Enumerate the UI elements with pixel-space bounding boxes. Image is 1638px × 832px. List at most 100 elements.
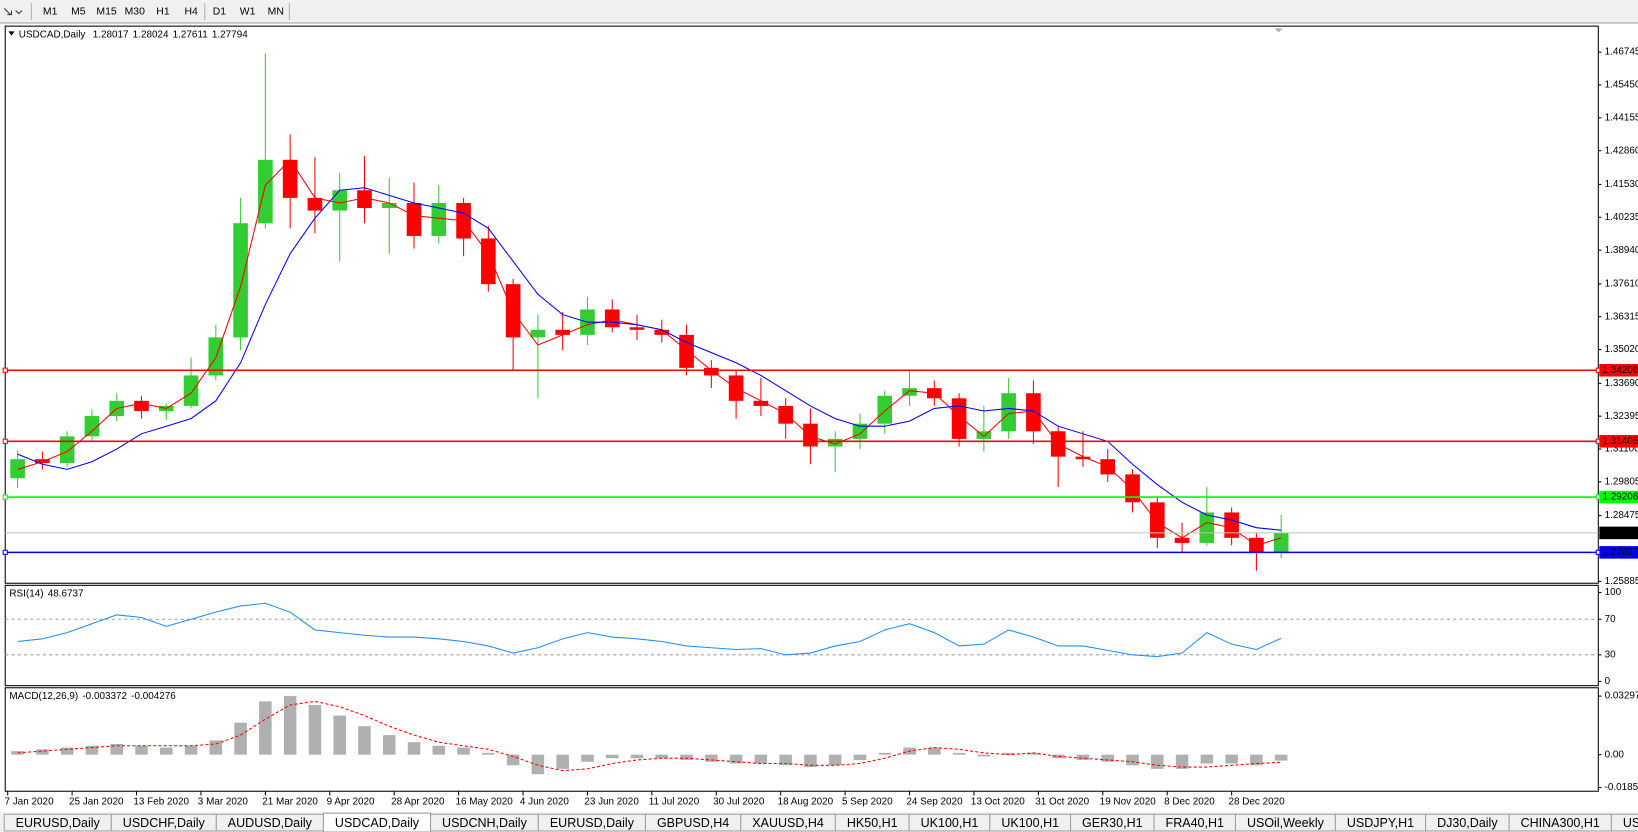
price-label: 1.31405 (1602, 436, 1638, 447)
y-tick-label: 0.00 (1605, 749, 1625, 760)
tab-label[interactable]: EURUSD,Daily (550, 816, 635, 830)
candle-body (282, 159, 298, 198)
line-handle (2, 549, 8, 555)
macd-bar (630, 754, 644, 759)
candle-body (134, 400, 149, 411)
cursor-icon[interactable] (3, 7, 13, 16)
rsi-title: RSI(14) (9, 588, 43, 599)
x-tick-label: 8 Dec 2020 (1164, 796, 1215, 807)
price-label-box (1599, 546, 1638, 559)
candle-body (753, 400, 769, 406)
macd-bar (36, 749, 49, 755)
tab-label[interactable]: USDJPY,H1 (1347, 816, 1414, 830)
timeframe-button[interactable]: M5 (71, 6, 86, 17)
chart-header: USDCAD,Daily 1.28017 1.28024 1.27611 1.27794 (19, 29, 248, 40)
tab-label[interactable]: USDCNH,Daily (442, 816, 528, 830)
candle-body (431, 202, 447, 236)
y-tick-label: 1.36315 (1605, 311, 1638, 322)
y-tick-label: 30 (1605, 649, 1617, 660)
candle-body (258, 159, 273, 224)
y-tick-label: 1.31100 (1605, 444, 1638, 455)
tab-label[interactable]: EURUSD,Daily (16, 816, 101, 830)
x-tick-label: 28 Apr 2020 (391, 796, 445, 807)
tab-label[interactable]: UK100,H1 (921, 816, 979, 830)
candle-body (332, 190, 348, 211)
macd-value: -0.003372 (82, 691, 127, 702)
candle-body (704, 367, 719, 376)
candle-body (1001, 393, 1016, 432)
tab-label[interactable]: DJ30,Daily (1437, 816, 1498, 830)
y-tick-label: 1.25885 (1605, 576, 1638, 587)
x-tick-label: 4 Jun 2020 (520, 796, 570, 807)
dropdown-icon[interactable] (15, 10, 23, 15)
tab-label[interactable]: GBPUSD,H4 (657, 816, 729, 830)
macd-bar (1002, 752, 1015, 755)
x-tick-label: 25 Jan 2020 (69, 796, 124, 807)
open-value: 1.28017 (93, 29, 129, 40)
timeframe-button[interactable]: MN (268, 6, 284, 17)
close-value: 1.27794 (212, 29, 248, 40)
shift-marker (1274, 28, 1283, 33)
macd-bar (878, 752, 892, 755)
timeframe-button[interactable]: M15 (96, 6, 116, 17)
candle-body (10, 459, 25, 479)
tab-label[interactable]: GER30,H1 (1082, 816, 1143, 830)
y-tick-label: 1.40235 (1605, 212, 1638, 223)
x-tick-label: 23 Jun 2020 (584, 796, 639, 807)
macd-header: MACD(12,26,9) -0.003372 -0.004276 (9, 691, 176, 702)
signal-line (17, 700, 1282, 772)
candle-body (307, 197, 323, 211)
candle-body (803, 423, 818, 447)
macd-bar (85, 745, 99, 755)
tab-label[interactable]: AUDUSD,Daily (228, 816, 313, 830)
timeframe-button[interactable]: H4 (184, 6, 198, 17)
tab-label[interactable]: CHINA300,H1 (1521, 816, 1600, 830)
toolbar (0, 0, 1638, 23)
timeframe-button[interactable]: M30 (125, 6, 145, 17)
candle-body (357, 190, 372, 209)
x-tick-label: 28 Dec 2020 (1228, 796, 1285, 807)
price-panel (4, 25, 1599, 584)
candle-body (654, 329, 670, 335)
candle-body (1026, 393, 1041, 432)
tab-label[interactable]: FRA40,H1 (1166, 816, 1224, 830)
tab-label[interactable]: USDCAD,Daily (335, 816, 420, 830)
rsi-header: RSI(14) 48.6737 (9, 588, 84, 599)
macd-bar (135, 745, 148, 755)
tab[interactable] (1610, 813, 1638, 832)
rsi-panel (4, 584, 1599, 687)
macd-bar (432, 745, 446, 755)
timeframe-button[interactable]: W1 (240, 6, 256, 17)
macd-bar (482, 752, 495, 755)
timeframe-button[interactable]: D1 (213, 6, 227, 17)
candle-body (381, 202, 397, 209)
macd-bar (358, 726, 371, 755)
price-label-box (1599, 363, 1638, 377)
macd-bar (952, 752, 966, 755)
candle-body (1224, 512, 1239, 538)
price-label-box (1599, 490, 1638, 504)
candle-body (976, 431, 992, 439)
macd-bar (159, 747, 173, 755)
tab-label[interactable]: USDCHF,Daily (123, 816, 206, 830)
macd-bar (234, 722, 247, 755)
macd-bar (1151, 754, 1164, 769)
macd-bar (729, 754, 743, 764)
macd-bar (754, 754, 768, 764)
tab-label[interactable]: XAUUSD,H4 (752, 816, 824, 830)
tab-label[interactable]: USOil,... (1623, 816, 1638, 830)
timeframe-button[interactable]: M1 (43, 6, 58, 17)
tab-label[interactable]: HK50,H1 (847, 816, 898, 830)
tab-label[interactable]: USOil,Weekly (1247, 816, 1325, 830)
x-tick-label: 24 Sep 2020 (906, 796, 963, 807)
macd-bar (60, 747, 74, 755)
y-tick-label: 1.35020 (1605, 344, 1638, 355)
macd-bar (556, 754, 569, 769)
macd-bar (1250, 754, 1263, 766)
macd-bar (705, 754, 718, 762)
y-tick-label: 1.46745 (1605, 47, 1638, 58)
timeframe-button[interactable]: H1 (156, 6, 170, 17)
candle-body (1199, 512, 1215, 543)
candle-body (233, 223, 248, 338)
tab-label[interactable]: UK100,H1 (1001, 816, 1059, 830)
